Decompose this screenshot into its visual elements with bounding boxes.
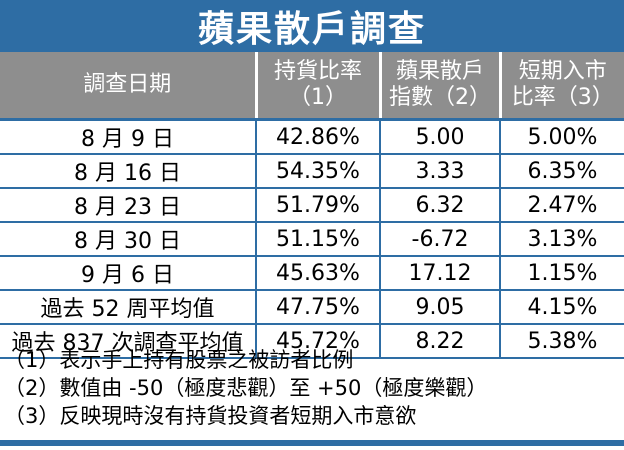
table-header-row: 調查日期 持貨比率 （1） 蘋果散戶 指數（2） 短期入市 比率（3） (0, 52, 624, 121)
cell-retail-index: 9.05 (379, 290, 500, 325)
header-entry-ratio: 短期入市 比率（3） (498, 52, 624, 121)
footnote-1: （1）表示手上持有股票之被訪者比例 (4, 348, 354, 372)
table-row: 8 月 16 日 54.35% 3.33 6.35% (0, 154, 624, 189)
header-holding-ratio: 持貨比率 （1） (254, 52, 380, 121)
header-line: 指數（2） (389, 85, 491, 110)
header-survey-date: 調查日期 (0, 52, 256, 121)
cell-entry-ratio: 3.13% (499, 222, 624, 257)
cell-retail-index: 17.12 (379, 256, 500, 291)
table-row: 9 月 6 日 45.63% 17.12 1.15% (0, 256, 624, 291)
cell-entry-ratio: 2.47% (499, 188, 624, 223)
cell-holding-ratio: 42.86% (255, 119, 380, 155)
cell-holding-ratio: 45.72% (255, 324, 380, 359)
cell-date: 8 月 16 日 (0, 154, 256, 189)
cell-entry-ratio: 5.00% (499, 119, 624, 155)
cell-retail-index: 6.32 (379, 188, 500, 223)
footnote-3: （3）反映現時沒有持貨投資者短期入市意欲 (4, 404, 417, 428)
header-line: 比率（3） (511, 85, 614, 110)
cell-entry-ratio: 6.35% (499, 154, 624, 189)
footnotes: （1）表示手上持有股票之被訪者比例 （2）數值由 -50（極度悲觀）至 +50（… (4, 346, 620, 430)
cell-date: 過去 52 周平均值 (0, 290, 256, 325)
cell-date: 過去 837 次調查平均值 (0, 324, 256, 359)
cell-holding-ratio: 51.15% (255, 222, 380, 257)
footnote-2: （2）數值由 -50（極度悲觀）至 +50（極度樂觀） (4, 376, 488, 400)
table-row: 過去 52 周平均值 47.75% 9.05 4.15% (0, 290, 624, 325)
header-line: 調查日期 (83, 72, 172, 97)
table-row: 8 月 9 日 42.86% 5.00 5.00% (0, 119, 624, 155)
cell-retail-index: 5.00 (379, 119, 500, 155)
header-line: 持貨比率 (273, 59, 362, 84)
header-line: 蘋果散戶 (395, 59, 484, 84)
cell-date: 9 月 6 日 (0, 256, 256, 291)
cell-holding-ratio: 51.79% (255, 188, 380, 223)
page-title: 蘋果散戶調查 (0, 0, 624, 52)
cell-date: 8 月 9 日 (0, 119, 256, 155)
cell-entry-ratio: 4.15% (499, 290, 624, 325)
survey-table: 調查日期 持貨比率 （1） 蘋果散戶 指數（2） 短期入市 比率（3） 8 月 … (0, 52, 624, 359)
cell-holding-ratio: 45.63% (255, 256, 380, 291)
cell-retail-index: 8.22 (379, 324, 500, 359)
cell-holding-ratio: 47.75% (255, 290, 380, 325)
bottom-divider (0, 440, 624, 446)
cell-holding-ratio: 54.35% (255, 154, 380, 189)
header-retail-index: 蘋果散戶 指數（2） (378, 52, 500, 121)
cell-date: 8 月 30 日 (0, 222, 256, 257)
cell-retail-index: -6.72 (379, 222, 500, 257)
cell-entry-ratio: 1.15% (499, 256, 624, 291)
cell-date: 8 月 23 日 (0, 188, 256, 223)
header-line: 短期入市 (518, 59, 607, 84)
table-row: 8 月 23 日 51.79% 6.32 2.47% (0, 188, 624, 223)
table-row: 過去 837 次調查平均值 45.72% 8.22 5.38% (0, 324, 624, 359)
header-line: （1） (289, 85, 347, 110)
table-row: 8 月 30 日 51.15% -6.72 3.13% (0, 222, 624, 257)
cell-entry-ratio: 5.38% (499, 324, 624, 359)
cell-retail-index: 3.33 (379, 154, 500, 189)
